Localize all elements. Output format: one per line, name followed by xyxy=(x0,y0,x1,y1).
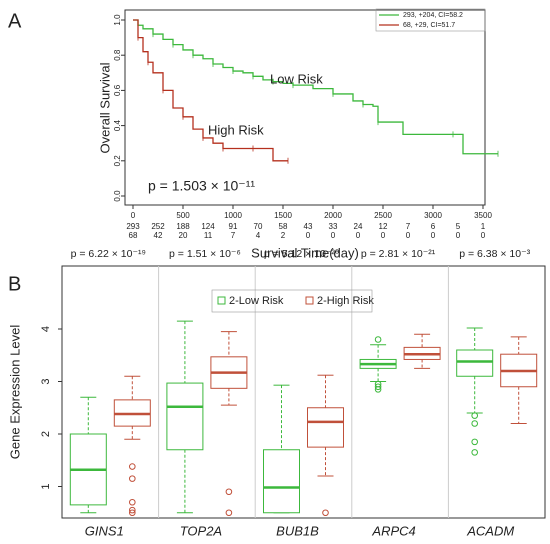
at-risk-count: 70 xyxy=(254,222,263,231)
x-tick-label: 3000 xyxy=(424,211,442,220)
at-risk-count: 0 xyxy=(306,231,311,240)
at-risk-count: 2 xyxy=(281,231,286,240)
plot-frame xyxy=(124,9,486,206)
at-risk-count: 0 xyxy=(356,231,361,240)
at-risk-count: 1 xyxy=(481,222,486,231)
at-risk-count: 33 xyxy=(329,222,338,231)
p-value: p = 5.12 × 10⁻²⁰ xyxy=(264,248,340,260)
y-axis-label: Overall Survival xyxy=(97,62,112,153)
box xyxy=(263,449,300,514)
outlier xyxy=(129,475,136,482)
box xyxy=(307,407,344,448)
at-risk-count: 7 xyxy=(231,231,236,240)
at-risk-count: 0 xyxy=(431,231,436,240)
series-label: High Risk xyxy=(208,122,264,137)
at-risk-count: 188 xyxy=(176,222,190,231)
plot-frame xyxy=(61,265,546,519)
x-axis-label: Survival Time(day) xyxy=(251,245,359,260)
x-tick-label: 2000 xyxy=(324,211,342,220)
outlier xyxy=(374,386,382,393)
at-risk-count: 7 xyxy=(406,222,411,231)
at-risk-count: 68 xyxy=(129,231,138,240)
outlier xyxy=(129,506,136,514)
outlier xyxy=(471,438,479,446)
at-risk-count: 0 xyxy=(406,231,411,240)
outlier xyxy=(322,509,329,517)
x-tick-label: 0 xyxy=(131,211,136,220)
y-tick-label: 0.4 xyxy=(113,119,122,131)
p-value: p = 1.51 × 10⁻⁶ xyxy=(169,248,241,260)
outlier xyxy=(225,509,233,517)
at-risk-count: 11 xyxy=(204,231,213,240)
legend-swatch xyxy=(217,296,226,305)
x-tick-label: ACADM xyxy=(466,523,514,538)
x-tick-label: 1000 xyxy=(224,211,242,220)
at-risk-count: 0 xyxy=(481,231,486,240)
at-risk-count: 4 xyxy=(256,231,261,240)
y-tick-label: 0.2 xyxy=(113,155,122,167)
at-risk-count: 0 xyxy=(456,231,461,240)
p-value: p = 2.81 × 10⁻²¹ xyxy=(361,248,436,260)
y-tick-label: 0.6 xyxy=(113,84,122,96)
x-tick-label: 1500 xyxy=(274,211,292,220)
outlier xyxy=(374,383,382,391)
box xyxy=(456,349,494,377)
p-value: p = 6.38 × 10⁻³ xyxy=(459,248,530,260)
at-risk-count: 58 xyxy=(279,222,288,231)
outlier xyxy=(471,420,479,427)
at-risk-count: 20 xyxy=(179,231,188,240)
outlier xyxy=(471,412,479,419)
y-tick-label: 1.0 xyxy=(113,14,122,26)
at-risk-count: 6 xyxy=(431,222,436,231)
at-risk-count: 43 xyxy=(304,222,313,231)
x-tick-label: 2500 xyxy=(374,211,392,220)
x-tick-label: 500 xyxy=(176,211,190,220)
outlier xyxy=(225,488,233,496)
y-tick-label: 2 xyxy=(40,431,52,437)
at-risk-count: 42 xyxy=(154,231,163,240)
outlier xyxy=(129,463,136,470)
at-risk-count: 5 xyxy=(456,222,461,231)
at-risk-count: 0 xyxy=(331,231,336,240)
y-axis-label: Gene Expression Level xyxy=(7,325,22,460)
p-value: p = 1.503 × 10⁻¹¹ xyxy=(148,178,255,194)
panel-label: A xyxy=(8,10,22,32)
legend-label: 2-High Risk xyxy=(317,295,374,307)
x-tick-label: 3500 xyxy=(474,211,492,220)
outlier xyxy=(471,449,479,456)
legend-box xyxy=(375,8,486,32)
legend-label: 2-Low Risk xyxy=(229,295,284,307)
y-tick-label: 0.0 xyxy=(113,190,122,202)
at-risk-count: 252 xyxy=(151,222,165,231)
x-tick-label: GINS1 xyxy=(85,523,124,538)
x-tick-label: BUB1B xyxy=(276,523,319,538)
panel-label: B xyxy=(8,273,21,295)
at-risk-count: 293 xyxy=(126,222,140,231)
outlier xyxy=(129,498,136,506)
y-tick-label: 0.8 xyxy=(113,49,122,61)
at-risk-count: 0 xyxy=(381,231,386,240)
y-tick-label: 4 xyxy=(40,326,52,332)
p-value: p = 6.22 × 10⁻¹⁹ xyxy=(71,248,146,260)
box xyxy=(166,382,204,451)
x-tick-label: TOP2A xyxy=(180,523,222,538)
outlier xyxy=(374,336,382,343)
at-risk-count: 12 xyxy=(379,222,388,231)
legend-box xyxy=(211,289,373,313)
survival-curve xyxy=(133,19,498,155)
outlier xyxy=(129,509,136,517)
series-label: Low Risk xyxy=(270,71,323,86)
at-risk-count: 24 xyxy=(354,222,363,231)
survival-curve xyxy=(133,19,288,162)
y-tick-label: 1 xyxy=(40,483,52,489)
y-tick-label: 3 xyxy=(40,378,52,384)
at-risk-count: 91 xyxy=(229,222,238,231)
legend-label: 68, +29, CI=51.7 xyxy=(403,22,455,29)
legend-swatch xyxy=(305,296,314,305)
x-tick-label: ARPC4 xyxy=(371,523,415,538)
legend-label: 293, +204, CI=58.2 xyxy=(403,12,463,19)
at-risk-count: 124 xyxy=(201,222,215,231)
